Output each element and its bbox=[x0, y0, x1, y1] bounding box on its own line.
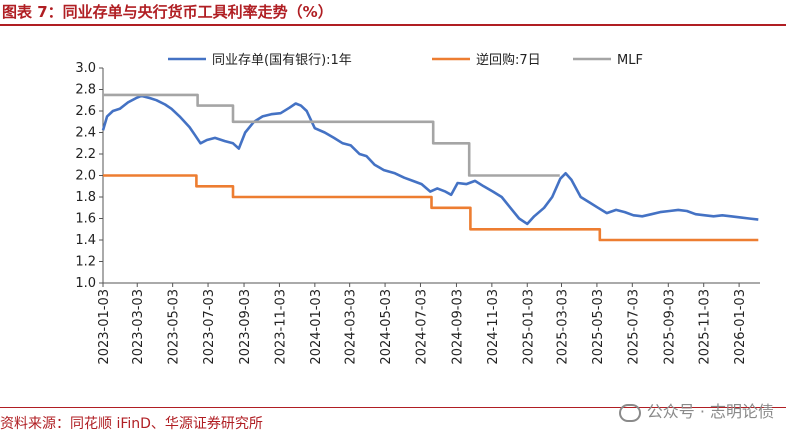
x-tick-label: 2024-03-03 bbox=[344, 289, 359, 365]
legend-label: 同业存单(国有银行):1年 bbox=[212, 53, 352, 68]
x-tick-label: 2025-03-03 bbox=[556, 289, 571, 365]
x-tick-label: 2025-11-03 bbox=[698, 289, 713, 365]
wechat-icon bbox=[618, 403, 641, 422]
watermark: 公众号 · 志明论债 bbox=[618, 398, 774, 422]
chart-title: 图表 7：同业存单与央行货币工具利率走势（%） bbox=[2, 3, 333, 21]
x-tick-label: 2024-07-03 bbox=[414, 289, 429, 365]
x-tick-label: 2025-05-03 bbox=[591, 289, 606, 365]
x-tick-label: 2023-01-03 bbox=[97, 289, 112, 365]
y-tick-label: 2.2 bbox=[75, 147, 96, 162]
x-tick-label: 2024-11-03 bbox=[486, 289, 501, 365]
y-tick-label: 2.8 bbox=[75, 83, 96, 98]
y-tick-label: 3.0 bbox=[75, 61, 96, 76]
axes: 3.0 2.8 2.6 2.4 2.2 2.0 1.8 1.6 1.4 1.2 1.02023-01… bbox=[75, 61, 760, 365]
x-tick-label: 2024-01-03 bbox=[309, 289, 324, 365]
y-tick-label: 2.6 bbox=[75, 104, 96, 119]
y-tick-label: 1.0 bbox=[75, 276, 96, 291]
legend-label: MLF bbox=[617, 53, 643, 68]
x-tick-label: 2023-11-03 bbox=[273, 289, 288, 365]
legend-label: 逆回购:7日 bbox=[476, 52, 541, 68]
series-line bbox=[103, 93, 560, 177]
y-tick-label: 2.4 bbox=[75, 126, 96, 141]
y-tick-label: 1.6 bbox=[75, 212, 96, 227]
x-tick-label: 2024-09-03 bbox=[450, 289, 465, 365]
x-tick-label: 2023-09-03 bbox=[238, 289, 253, 365]
y-tick-label: 1.4 bbox=[75, 233, 96, 248]
footer-rule bbox=[0, 407, 786, 408]
series-lines bbox=[101, 93, 759, 242]
x-tick-label: 2023-05-03 bbox=[167, 289, 182, 365]
x-tick-label: 2024-05-03 bbox=[379, 289, 394, 365]
x-tick-label: 2023-03-03 bbox=[131, 289, 146, 365]
x-tick-label: 2025-01-03 bbox=[521, 289, 536, 365]
series-line bbox=[103, 174, 759, 242]
source-note: 资料来源：同花顺 iFinD、华源证券研究所 bbox=[0, 416, 263, 432]
y-tick-label: 2.0 bbox=[75, 169, 96, 184]
y-tick-label: 1.2 bbox=[75, 255, 96, 270]
series-line bbox=[101, 94, 759, 226]
watermark-text: 公众号 · 志明论债 bbox=[646, 402, 774, 421]
x-tick-label: 2023-07-03 bbox=[202, 289, 217, 365]
title-rule bbox=[0, 24, 786, 26]
y-tick-label: 1.8 bbox=[75, 190, 96, 205]
x-tick-label: 2026-01-03 bbox=[733, 289, 748, 365]
x-tick-label: 2025-07-03 bbox=[626, 289, 641, 365]
x-tick-label: 2025-09-03 bbox=[662, 289, 677, 365]
legend: 同业存单(国有银行):1年 逆回购:7日 MLF bbox=[168, 52, 643, 68]
